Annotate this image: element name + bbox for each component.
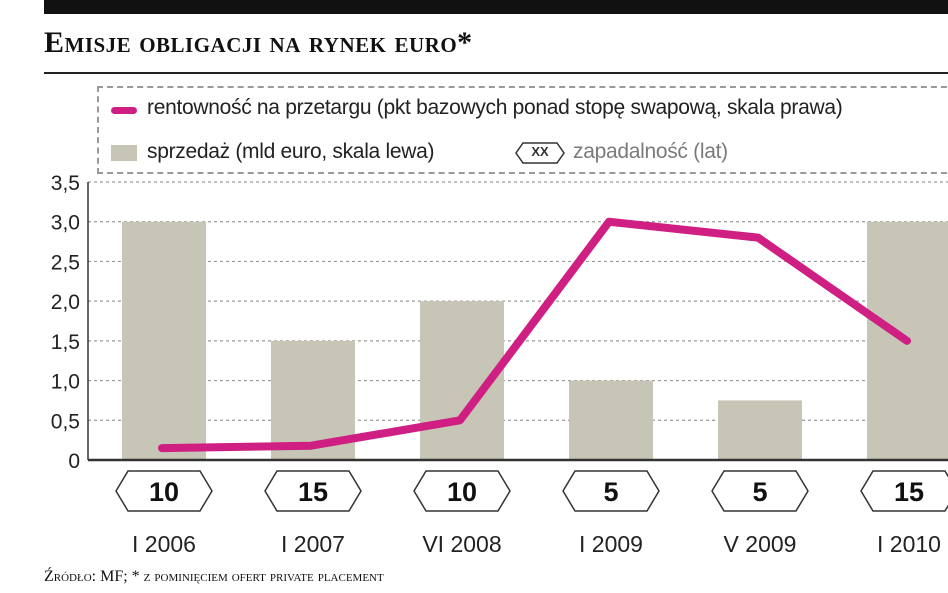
maturity-label: 5: [752, 477, 767, 507]
bar: [569, 380, 653, 460]
legend-line-swatch: [111, 107, 137, 114]
y-tick-label: 2,5: [51, 251, 80, 274]
maturity-badge: [711, 470, 809, 512]
maturity-label: 10: [447, 477, 477, 507]
line-point: [310, 444, 312, 447]
maturity-badge: [562, 470, 660, 512]
maturity-badge: [264, 470, 362, 512]
maturity-label: 10: [149, 477, 179, 507]
chart-title: Emisje obligacji na rynek euro*: [44, 26, 473, 59]
line-series: [158, 217, 911, 453]
x-tick-label: I 2010: [877, 531, 941, 557]
legend-line-label: rentowność na przetargu (pkt bazowych po…: [147, 96, 843, 119]
maturity-badge: [413, 470, 511, 512]
source-note: Źródło: MF; * z pominięciem ofert privat…: [44, 568, 384, 585]
bar: [122, 221, 206, 460]
legend-badge-desc: zapadalność (lat): [573, 140, 728, 163]
y-tick-label: 1,0: [51, 371, 80, 394]
maturity-badge: [115, 470, 213, 512]
line-point: [459, 419, 461, 422]
y-tick-label: 3,0: [51, 212, 80, 235]
y-tick-label: 0,5: [51, 410, 80, 433]
maturity-label: 15: [894, 477, 924, 507]
maturity-label: 5: [603, 477, 618, 507]
legend-badge-label: XX: [531, 144, 549, 159]
title-divider: [44, 72, 948, 74]
line-point: [608, 220, 610, 223]
line-point: [161, 447, 163, 450]
legend-bar-label: sprzedaż (mld euro, skala lewa): [147, 140, 435, 163]
top-bar: [44, 0, 948, 14]
legend-bar-swatch: [111, 145, 137, 161]
maturity-badge: [860, 470, 948, 512]
line-point: [906, 339, 908, 342]
x-tick-label: I 2009: [579, 531, 643, 557]
y-tick-label: 1,5: [51, 331, 80, 354]
x-tick-label: I 2006: [132, 531, 196, 557]
y-tick-label: 2,0: [51, 291, 80, 314]
y-tick-label: 3,5: [51, 172, 80, 195]
x-tick-label: V 2009: [724, 531, 797, 557]
x-tick-label: VI 2008: [422, 531, 501, 557]
bar: [718, 400, 802, 460]
line-point: [757, 236, 759, 239]
x-tick-label: I 2007: [281, 531, 345, 557]
maturity-label: 15: [298, 477, 328, 507]
legend: rentowność na przetargu (pkt bazowych po…: [97, 86, 948, 174]
y-tick-label: 0: [68, 450, 80, 473]
legend-badge-icon: [515, 142, 565, 164]
